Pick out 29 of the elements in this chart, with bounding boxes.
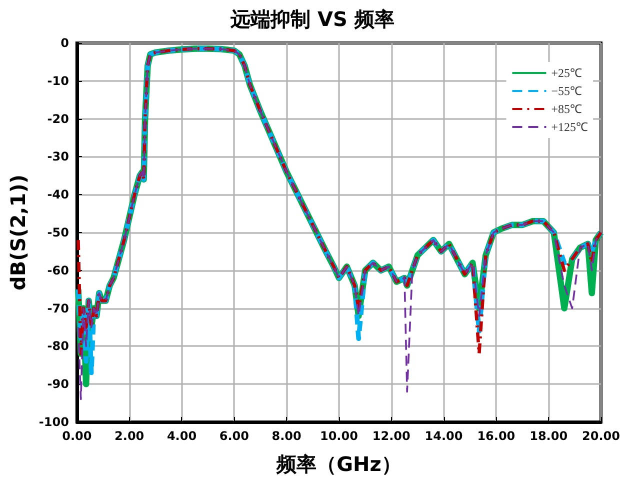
y-tick-label: -100 bbox=[38, 415, 69, 429]
y-tick-label: -90 bbox=[47, 377, 69, 392]
legend-label: +125℃ bbox=[551, 120, 588, 134]
y-tick-label: 0 bbox=[60, 36, 69, 50]
y-axis-title: dB(S(2,1)) bbox=[6, 174, 30, 290]
x-tick-label: 4.00 bbox=[166, 429, 197, 443]
legend-label: +25℃ bbox=[551, 66, 582, 80]
y-tick-label: -10 bbox=[47, 74, 69, 88]
x-tick-label: 18.00 bbox=[530, 429, 568, 443]
legend-label: +85℃ bbox=[551, 102, 582, 116]
x-tick-label: 14.00 bbox=[424, 429, 463, 443]
legend-label: −55℃ bbox=[551, 84, 582, 98]
y-tick-label: -60 bbox=[47, 263, 69, 278]
x-tick-label: 6.00 bbox=[219, 429, 249, 443]
x-tick-label: 12.00 bbox=[372, 429, 410, 443]
x-tick-label: 10.00 bbox=[320, 429, 358, 443]
y-tick-label: -40 bbox=[47, 188, 69, 202]
x-tick-label: 0.00 bbox=[62, 429, 92, 443]
y-tick-label: -30 bbox=[47, 150, 69, 164]
x-tick-label: 20.00 bbox=[582, 429, 620, 443]
x-tick-label: 8.00 bbox=[272, 429, 302, 443]
x-tick-label: 16.00 bbox=[477, 429, 516, 443]
x-axis-title: 频率（GHz） bbox=[276, 452, 402, 476]
y-tick-label: -20 bbox=[47, 112, 69, 126]
y-tick-label: -80 bbox=[47, 339, 69, 354]
y-tick-label: -70 bbox=[47, 301, 69, 316]
y-tick-label: -50 bbox=[47, 226, 69, 240]
chart-title: 远端抑制 VS 频率 bbox=[230, 7, 394, 31]
x-tick-label: 2.00 bbox=[114, 429, 144, 443]
